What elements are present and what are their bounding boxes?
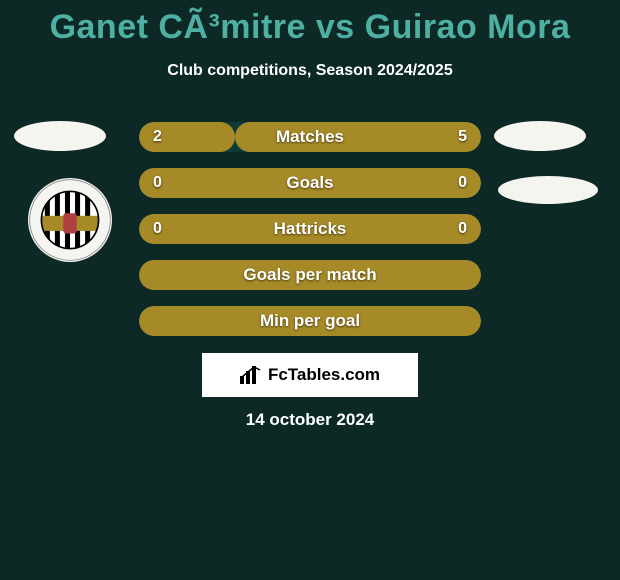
background [0, 0, 620, 580]
stat-bar: Goals0 0 [139, 168, 481, 198]
stat-value-left: 0 [153, 174, 162, 192]
club-badge-merida-svg [28, 178, 112, 262]
stat-bar: Goals per match [139, 260, 481, 290]
player-left-badge-placeholder [14, 121, 106, 151]
stat-label: Min per goal [139, 311, 481, 331]
stat-row: Goals per match [139, 260, 481, 290]
stat-bar: Hattricks0 0 [139, 214, 481, 244]
stat-row: Hattricks0 0 [139, 214, 481, 244]
stat-bar: Matches2 5 [139, 122, 481, 152]
player-right-badge-placeholder-2 [498, 176, 598, 204]
stat-value-right: 5 [458, 128, 467, 146]
stat-row: Goals0 0 [139, 168, 481, 198]
stat-value-left: 2 [153, 128, 162, 146]
subtitle: Club competitions, Season 2024/2025 [0, 62, 620, 80]
stat-bar: Min per goal [139, 306, 481, 336]
stat-value-right: 0 [458, 174, 467, 192]
stat-label: Goals [139, 173, 481, 193]
club-badge-merida [28, 178, 112, 262]
stat-label: Matches [139, 127, 481, 147]
stat-label: Hattricks [139, 219, 481, 239]
stat-value-left: 0 [153, 220, 162, 238]
fctables-text: FcTables.com [268, 365, 380, 385]
stat-row: Min per goal [139, 306, 481, 336]
stat-label: Goals per match [139, 265, 481, 285]
date-text: 14 october 2024 [0, 410, 620, 430]
player-right-badge-placeholder [494, 121, 586, 151]
bars-icon [240, 366, 262, 384]
stat-row: Matches2 5 [139, 122, 481, 152]
stat-value-right: 0 [458, 220, 467, 238]
fctables-logo: FcTables.com [240, 365, 380, 385]
fctables-logo-box: FcTables.com [202, 353, 418, 397]
page-title: Ganet CÃ³mitre vs Guirao Mora [0, 8, 620, 47]
